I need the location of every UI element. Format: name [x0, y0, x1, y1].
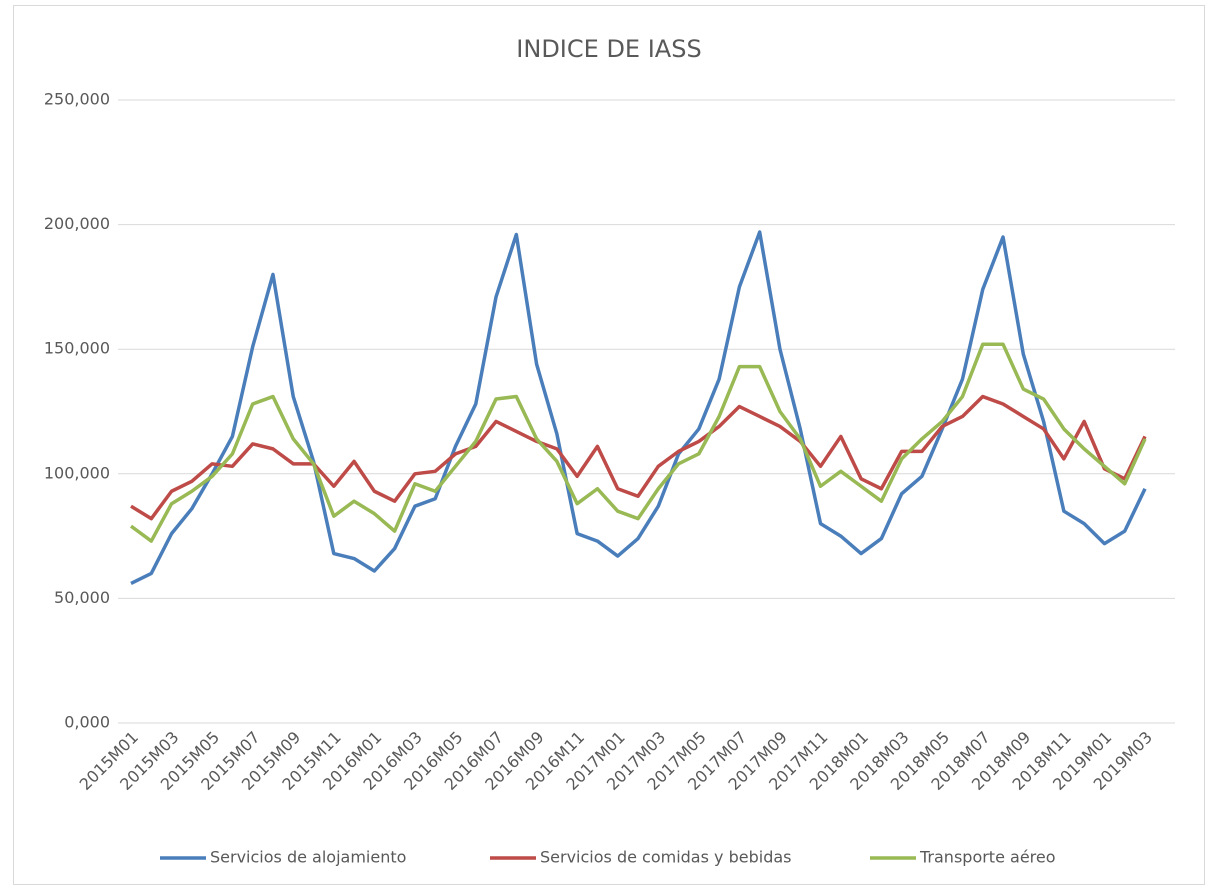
chart-border [13, 5, 1205, 885]
series-line [129, 342, 1147, 543]
legend-label: Servicios de comidas y bebidas [540, 848, 791, 867]
y-tick-label: 0,000 [64, 713, 110, 732]
chart-title: INDICE DE IASS [516, 35, 701, 63]
series-line [130, 394, 1147, 521]
y-tick-label: 250,000 [44, 90, 110, 109]
y-tick-label: 50,000 [54, 588, 110, 607]
y-tick-label: 200,000 [44, 214, 110, 233]
legend-label: Servicios de alojamiento [210, 848, 406, 867]
legend-label: Transporte aéreo [919, 848, 1056, 867]
series-line [130, 230, 1147, 586]
y-tick-label: 150,000 [44, 339, 110, 358]
y-tick-label: 100,000 [44, 463, 110, 482]
